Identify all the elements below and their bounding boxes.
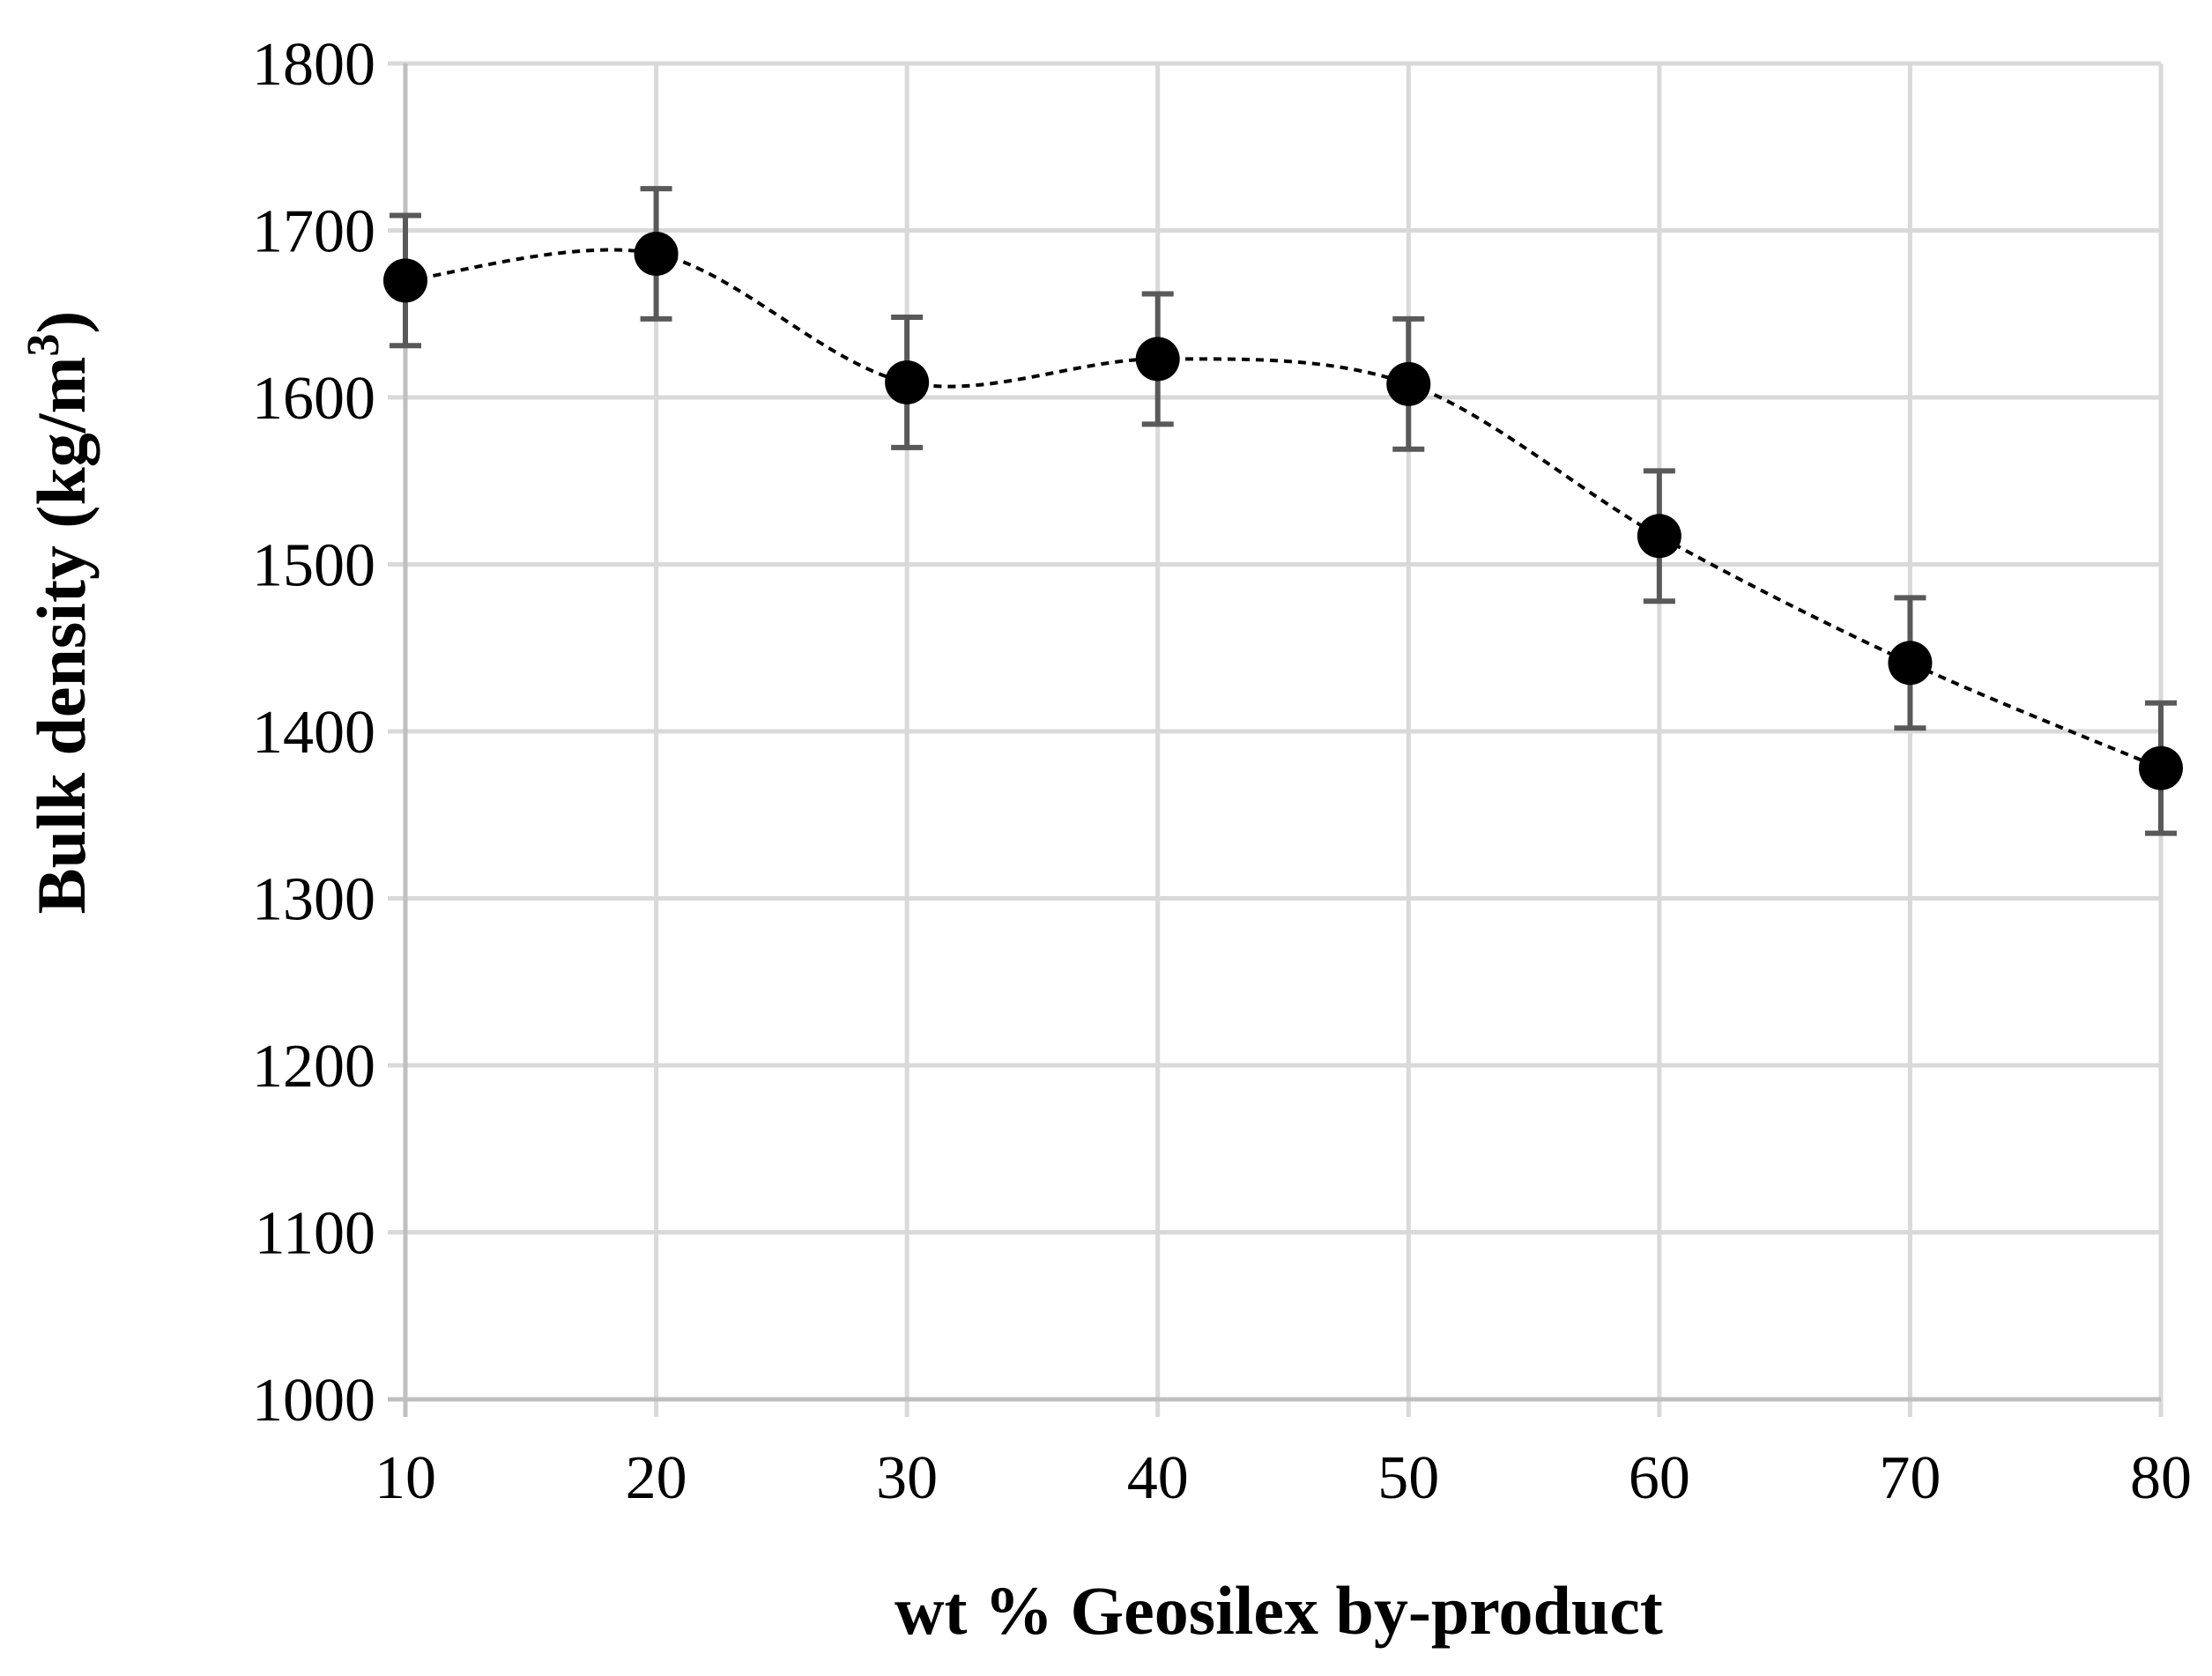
- y-tick-label-1800: 1800: [252, 31, 375, 99]
- y-tick-label-1600: 1600: [252, 365, 375, 433]
- x-tick-label-30: 30: [876, 1444, 938, 1512]
- y-tick-label-1700: 1700: [252, 198, 375, 266]
- trend-line: [405, 248, 2162, 770]
- y-tick-label-1400: 1400: [252, 699, 375, 767]
- data-point-80: [2139, 745, 2183, 790]
- y-axis-title-close: ): [23, 311, 100, 334]
- x-tick-label-80: 80: [2130, 1444, 2192, 1512]
- y-tick-label-1000: 1000: [252, 1367, 375, 1435]
- x-tick-label-50: 50: [1377, 1444, 1439, 1512]
- data-point-70: [1888, 641, 1933, 686]
- y-tick-label-1200: 1200: [252, 1033, 375, 1101]
- y-tick-label-1300: 1300: [252, 866, 375, 934]
- x-tick-label-10: 10: [375, 1444, 436, 1512]
- data-point-20: [634, 232, 679, 277]
- y-axis-title: Bulk density (kg/m3): [19, 311, 100, 915]
- x-axis-title: wt % Geosilex by-product: [894, 1572, 1663, 1649]
- y-tick-label-1500: 1500: [252, 532, 375, 600]
- data-point-50: [1386, 361, 1431, 406]
- y-axis-title-main: Bulk density (kg/m: [23, 357, 100, 915]
- y-tick-label-1100: 1100: [255, 1200, 375, 1268]
- data-point-10: [383, 258, 427, 303]
- grid-layer: [388, 61, 2164, 1417]
- series-layer: [383, 186, 2183, 836]
- tick-label-layer: 1000 1100 1200 1300 1400 1500 1600 1700 1800 10 20…: [252, 31, 2192, 1512]
- data-point-60: [1637, 514, 1681, 559]
- data-point-30: [885, 360, 930, 404]
- x-tick-label-70: 70: [1879, 1444, 1941, 1512]
- x-tick-label-20: 20: [626, 1444, 687, 1512]
- x-tick-label-40: 40: [1127, 1444, 1189, 1512]
- x-tick-label-60: 60: [1629, 1444, 1690, 1512]
- data-point-40: [1135, 337, 1180, 382]
- y-axis-title-superscript: 3: [19, 334, 69, 357]
